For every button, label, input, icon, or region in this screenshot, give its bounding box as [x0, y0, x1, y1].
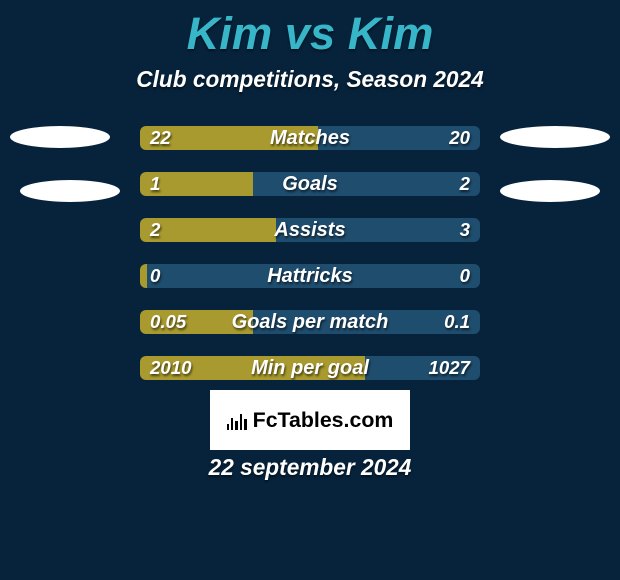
- stat-label: Hattricks: [140, 264, 480, 288]
- stat-value-left: 0.05: [150, 310, 186, 334]
- date-label: 22 september 2024: [0, 454, 620, 481]
- logo-box: FcTables.com: [210, 390, 410, 450]
- stat-value-left: 0: [150, 264, 160, 288]
- player-right-avatar-top: [500, 126, 610, 148]
- stat-label: Goals: [140, 172, 480, 196]
- stat-row: Hattricks0 0: [140, 264, 480, 288]
- stats-container: Matches2220Goals12Assists23Hattricks00Go…: [140, 126, 480, 402]
- stat-label: Assists: [140, 218, 480, 242]
- stat-value-right: 1027: [428, 356, 470, 380]
- stat-label: Matches: [140, 126, 480, 150]
- stat-value-right: 2: [460, 172, 470, 196]
- stat-value-right: 0.1: [444, 310, 470, 334]
- stat-value-right: 3: [460, 218, 470, 242]
- page-title: Kim vs Kim: [0, 0, 620, 60]
- stat-value-right: 20: [449, 126, 470, 150]
- stat-value-right: 0: [460, 264, 470, 288]
- stat-row: Matches22 20: [140, 126, 480, 150]
- player-right-avatar-bottom: [500, 180, 600, 202]
- subtitle: Club competitions, Season 2024: [0, 66, 620, 93]
- stat-row: Goals1 2: [140, 172, 480, 196]
- comparison-infographic: Kim vs Kim Club competitions, Season 202…: [0, 0, 620, 580]
- stat-row: Goals per match0.05 0.1: [140, 310, 480, 334]
- stat-value-left: 1: [150, 172, 160, 196]
- barchart-icon: [227, 410, 247, 430]
- stat-label: Goals per match: [140, 310, 480, 334]
- player-left-avatar-top: [10, 126, 110, 148]
- player-left-avatar-bottom: [20, 180, 120, 202]
- stat-value-left: 2: [150, 218, 160, 242]
- logo-text: FcTables.com: [253, 408, 394, 433]
- stat-value-left: 22: [150, 126, 171, 150]
- stat-row: Min per goal20101027: [140, 356, 480, 380]
- stat-row: Assists2 3: [140, 218, 480, 242]
- stat-value-left: 2010: [150, 356, 192, 380]
